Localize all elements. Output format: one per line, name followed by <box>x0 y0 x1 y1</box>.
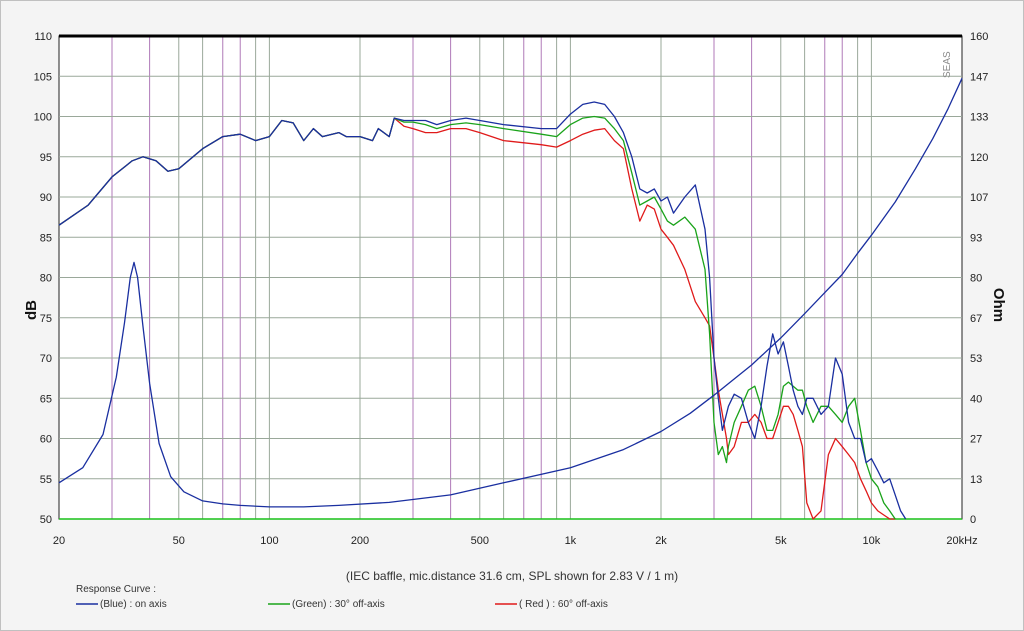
x-tick-label: 20kHz <box>946 535 977 547</box>
x-tick-label: 5k <box>775 535 787 547</box>
y-right-tick-label: 53 <box>970 353 982 365</box>
y-left-tick-label: 105 <box>34 71 52 83</box>
x-tick-label: 10k <box>863 535 881 547</box>
legend-title: Response Curve : <box>76 584 156 595</box>
y-left-tick-label: 65 <box>40 393 52 405</box>
y-left-tick-label: 95 <box>40 152 52 164</box>
y-right-tick-label: 13 <box>970 474 982 486</box>
y-right-tick-label: 93 <box>970 232 982 244</box>
impedance-curve <box>58 78 963 508</box>
y-right-tick-label: 67 <box>970 313 982 325</box>
x-tick-label: 100 <box>260 535 278 547</box>
y-left-tick-label: 80 <box>40 273 52 285</box>
y-right-tick-label: 0 <box>970 514 976 526</box>
x-tick-label: 500 <box>471 535 489 547</box>
x-tick-label: 200 <box>351 535 369 547</box>
y-left-tick-label: 70 <box>40 353 52 365</box>
y-left-tick-label: 100 <box>34 112 52 124</box>
y-right-tick-label: 107 <box>970 192 988 204</box>
y-right-tick-labels: 160 147 133 120 107 93 80 67 53 40 27 13 0 <box>970 31 988 526</box>
legend: (Blue) : on axis (Green) : 30° off-axis ( … <box>76 599 608 610</box>
y-left-tick-labels: 110 105 100 95 90 85 80 75 70 65 60 55 50 <box>34 31 52 526</box>
x-tick-label: 20 <box>53 535 65 547</box>
y-right-tick-label: 40 <box>970 393 982 405</box>
x-tick-label: 1k <box>565 535 577 547</box>
y-right-tick-label: 80 <box>970 273 982 285</box>
y-right-tick-label: 120 <box>970 152 988 164</box>
y-left-tick-label: 110 <box>34 31 52 43</box>
brand-mark: SEAS <box>942 51 953 78</box>
series-layer <box>58 78 963 520</box>
y-right-tick-label: 133 <box>970 112 988 124</box>
y-left-tick-label: 75 <box>40 313 52 325</box>
legend-label: ( Red ) : 60° off-axis <box>519 599 608 610</box>
legend-label: (Green) : 30° off-axis <box>292 599 385 610</box>
y-right-tick-label: 160 <box>970 31 988 43</box>
x-tick-label: 50 <box>173 535 185 547</box>
y-left-tick-label: 60 <box>40 434 52 446</box>
y-axis-label-right: Ohm <box>990 288 1007 322</box>
y-left-tick-label: 90 <box>40 192 52 204</box>
response-curve-0 <box>58 101 907 520</box>
x-tick-labels: 20 50 100 200 500 1k 2k 5k 10k 20kHz <box>53 535 978 547</box>
horizontal-grid <box>59 75 962 480</box>
y-left-tick-label: 50 <box>40 514 52 526</box>
y-right-tick-label: 147 <box>970 71 988 83</box>
legend-label: (Blue) : on axis <box>100 599 167 610</box>
y-right-tick-label: 27 <box>970 434 982 446</box>
y-left-tick-label: 85 <box>40 232 52 244</box>
chart-caption: (IEC baffle, mic.distance 31.6 cm, SPL s… <box>346 569 678 583</box>
x-tick-label: 2k <box>655 535 667 547</box>
y-axis-label-left: dB <box>23 300 40 320</box>
y-left-tick-label: 55 <box>40 474 52 486</box>
